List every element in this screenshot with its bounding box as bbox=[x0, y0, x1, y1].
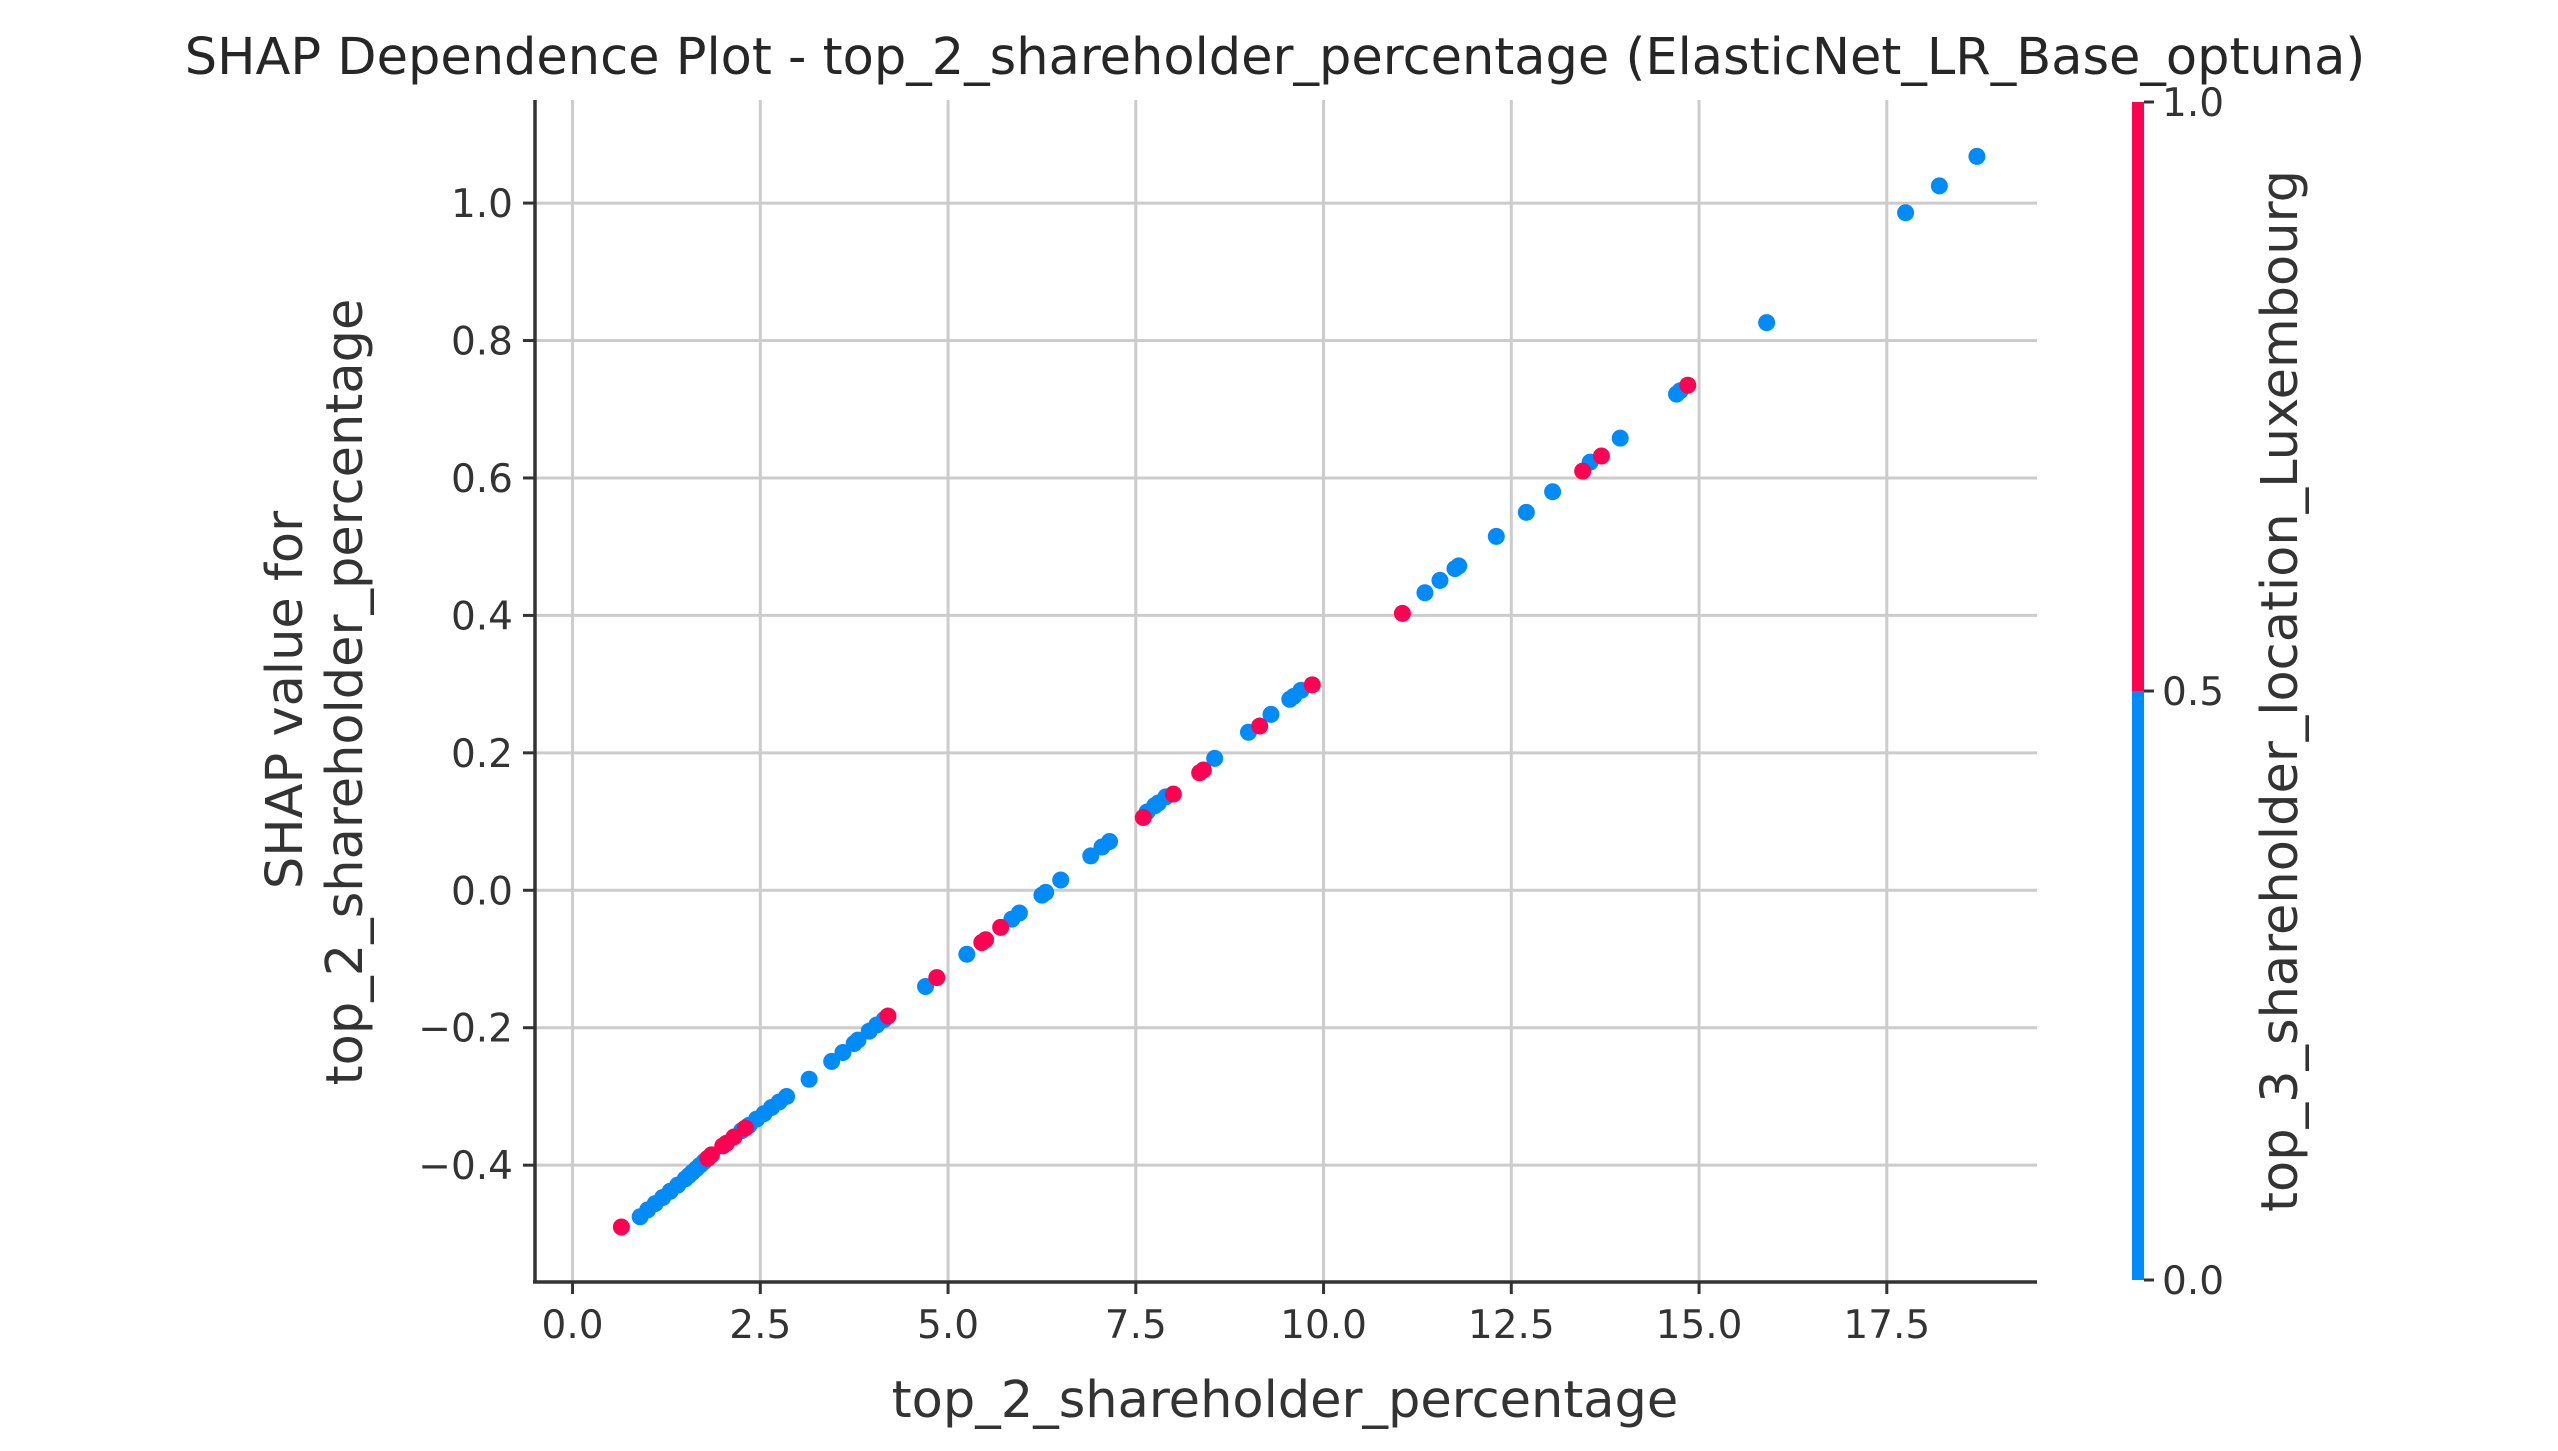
y-axis-ticks: −0.4 −0.2 0.0 0.2 0.4 0.6 0.8 1.0 bbox=[418, 182, 535, 1189]
data-point-low bbox=[1930, 177, 1948, 195]
colorbar-tick-label: 0.5 bbox=[2162, 670, 2224, 715]
y-tick-label: 0.6 bbox=[451, 457, 513, 502]
data-point-high bbox=[928, 969, 946, 987]
y-axis-label: SHAP value for top_2_shareholder_percent… bbox=[256, 299, 375, 1086]
x-axis-label: top_2_shareholder_percentage bbox=[892, 1371, 1679, 1430]
y-tick-label: 0.8 bbox=[451, 320, 513, 365]
data-point-low bbox=[1206, 749, 1224, 767]
data-point-low bbox=[1544, 483, 1562, 501]
y-axis-label-line-2: top_2_shareholder_percentage bbox=[316, 299, 375, 1086]
y-tick-label: −0.4 bbox=[418, 1144, 513, 1189]
data-point-high bbox=[977, 931, 995, 949]
x-tick-label: 0.0 bbox=[542, 1303, 604, 1348]
data-point-high bbox=[736, 1119, 754, 1137]
data-point-high bbox=[1592, 447, 1610, 465]
data-point-high bbox=[612, 1218, 630, 1236]
y-tick-label: 0.0 bbox=[451, 869, 513, 914]
data-point-low bbox=[1010, 904, 1028, 922]
x-tick-label: 12.5 bbox=[1468, 1303, 1555, 1348]
data-point-low bbox=[1897, 204, 1915, 222]
data-point-high bbox=[1194, 761, 1212, 779]
data-point-high bbox=[1679, 376, 1697, 394]
x-tick-label: 17.5 bbox=[1843, 1303, 1930, 1348]
gridlines bbox=[535, 100, 2037, 1282]
chart-title: SHAP Dependence Plot - top_2_shareholder… bbox=[185, 28, 2366, 87]
data-point-low bbox=[1968, 147, 1986, 165]
data-point-high bbox=[1303, 676, 1321, 694]
data-point-low bbox=[778, 1087, 796, 1105]
data-point-low bbox=[1611, 429, 1629, 447]
data-point-high bbox=[1164, 785, 1182, 803]
data-point-high bbox=[1393, 604, 1411, 622]
x-tick-label: 10.0 bbox=[1280, 1303, 1367, 1348]
data-point-low bbox=[1431, 571, 1449, 589]
x-tick-label: 5.0 bbox=[917, 1303, 979, 1348]
colorbar bbox=[2132, 102, 2144, 1280]
data-point-high bbox=[1574, 462, 1592, 480]
data-point-high bbox=[1134, 808, 1152, 826]
colorbar-ticks: 0.0 0.5 1.0 bbox=[2144, 81, 2224, 1304]
data-point-low bbox=[958, 945, 976, 963]
x-axis-ticks: 0.0 2.5 5.0 7.5 10.0 12.5 15.0 17.5 bbox=[542, 1282, 1930, 1348]
data-point-low bbox=[1037, 883, 1055, 901]
x-tick-label: 7.5 bbox=[1105, 1303, 1167, 1348]
data-point-low bbox=[1052, 871, 1070, 889]
y-tick-label: 1.0 bbox=[451, 182, 513, 227]
scatter-points bbox=[612, 147, 1986, 1236]
colorbar-tick-label: 1.0 bbox=[2162, 81, 2224, 126]
data-point-high bbox=[879, 1007, 897, 1025]
data-point-high bbox=[1251, 717, 1269, 735]
y-tick-label: −0.2 bbox=[418, 1007, 513, 1052]
data-point-low bbox=[1101, 832, 1119, 850]
x-tick-label: 2.5 bbox=[729, 1303, 791, 1348]
y-axis-label-line-1: SHAP value for bbox=[256, 511, 315, 889]
data-point-low bbox=[1416, 584, 1434, 602]
data-point-low bbox=[1262, 705, 1280, 723]
y-tick-label: 0.4 bbox=[451, 594, 513, 639]
data-point-low bbox=[1517, 503, 1535, 521]
data-point-low bbox=[1487, 527, 1505, 545]
data-point-low bbox=[1758, 314, 1776, 332]
data-point-high bbox=[992, 918, 1010, 936]
data-point-low bbox=[800, 1070, 818, 1088]
colorbar-tick-label: 0.0 bbox=[2162, 1259, 2224, 1304]
data-point-low bbox=[1450, 557, 1468, 575]
x-tick-label: 15.0 bbox=[1656, 1303, 1743, 1348]
colorbar-label: top_3_shareholder_location_Luxembourg bbox=[2251, 170, 2310, 1212]
y-tick-label: 0.2 bbox=[451, 732, 513, 777]
